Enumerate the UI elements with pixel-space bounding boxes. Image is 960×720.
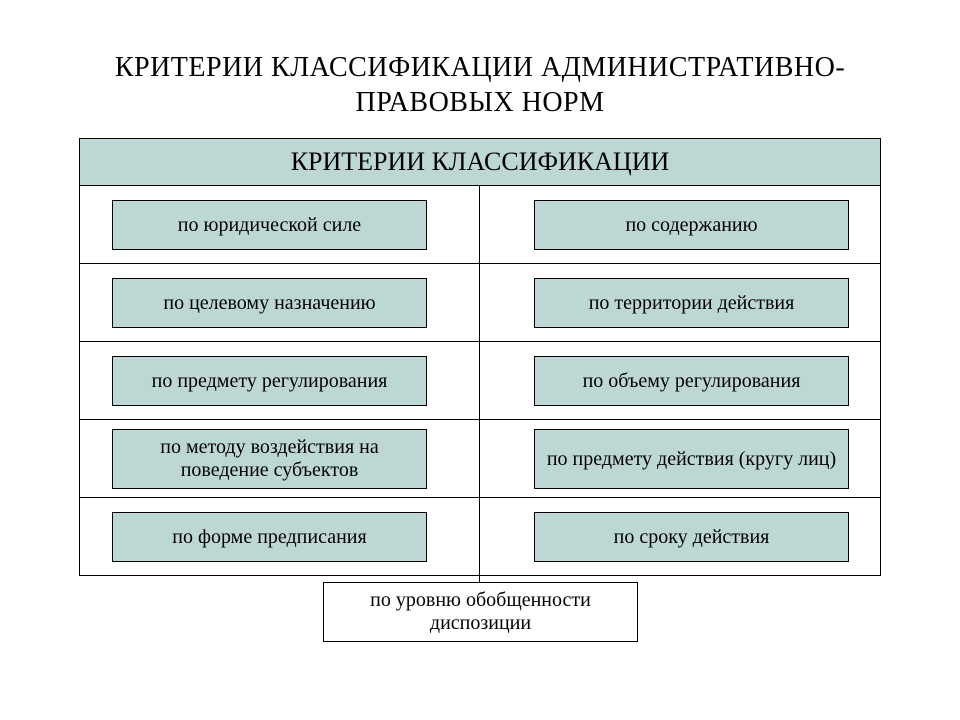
criterion-box: по содержанию <box>534 200 849 250</box>
criterion-box: по сроку действия <box>534 512 849 562</box>
criterion-box: по объему регулирования <box>534 356 849 406</box>
criterion-box: по предмету действия (кругу лиц) <box>534 429 849 489</box>
criterion-box: по методу воздействия на поведение субъе… <box>112 429 427 489</box>
classification-chart: КРИТЕРИИ КЛАССИФИКАЦИИ по юридической си… <box>79 138 881 658</box>
chart-header: КРИТЕРИИ КЛАССИФИКАЦИИ <box>79 138 881 186</box>
criterion-box: по форме предписания <box>112 512 427 562</box>
criterion-box-bottom: по уровню обобщенности диспозиции <box>323 582 638 642</box>
page-title: КРИТЕРИИ КЛАССИФИКАЦИИ АДМИНИСТРАТИВНО-П… <box>0 0 960 138</box>
criterion-box: по предмету регулирования <box>112 356 427 406</box>
criterion-box: по территории действия <box>534 278 849 328</box>
criterion-box: по целевому назначению <box>112 278 427 328</box>
criterion-box: по юридической силе <box>112 200 427 250</box>
centre-divider <box>479 186 480 640</box>
